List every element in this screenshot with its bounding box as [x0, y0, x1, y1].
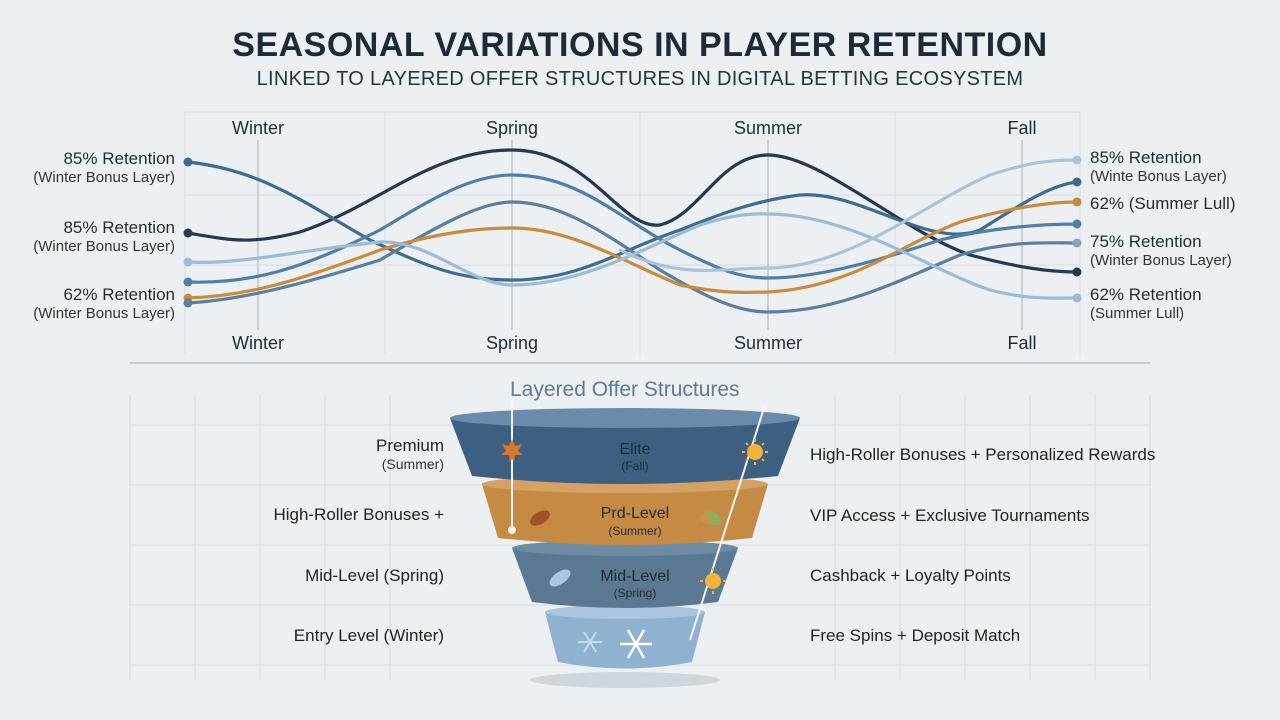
right-label-2: 62% (Summer Lull): [1090, 194, 1236, 213]
funnel-tier-entry: [545, 612, 705, 669]
right-label-2-main: 62% (Summer Lull): [1090, 194, 1236, 213]
tier-left-label-1: Premium (Summer): [376, 436, 444, 474]
tier-right-label-4: Free Spins + Deposit Match: [810, 626, 1021, 645]
tier-name-pro: Prd-Level: [601, 505, 669, 522]
season-top-winter: Winter: [231, 118, 285, 138]
season-ticks: [257, 140, 1023, 330]
right-label-4: 62% Retention (Summer Lull): [1090, 285, 1202, 323]
right-label-3-sub: (Winter Bonus Layer): [1090, 252, 1232, 269]
dot-right-4: [1072, 219, 1082, 229]
right-label-3-main: 75% Retention: [1090, 232, 1202, 251]
right-label-4-sub: (Summer Lull): [1090, 305, 1185, 322]
leaf-icon: [699, 510, 722, 526]
funnel: [450, 408, 800, 669]
snowflake-icon: [578, 631, 602, 653]
curve-pale-rise: [618, 158, 1079, 272]
season-bottom-summer: Summer: [733, 333, 803, 353]
left-label-2-sub: (Winter Bonus Layer): [33, 238, 175, 255]
leaf-icon: [549, 569, 571, 587]
funnel-tier-mid-top: [512, 540, 738, 556]
funnel-tier-elite: [450, 418, 800, 484]
dot-left-3: [183, 257, 193, 267]
tier-left-label-1-main: Premium: [375, 436, 444, 455]
left-label-3: 62% Retention (Winter Bonus Layer): [33, 285, 175, 323]
tier-season-pro: (Summer): [608, 524, 661, 538]
endpoint-dots: [183, 155, 1082, 308]
curve-light: [186, 212, 1079, 300]
season-top-summer: Summer: [733, 118, 803, 138]
tier-right-label-2: VIP Access + Exclusive Tournaments: [810, 506, 1090, 525]
dot-left-6: [183, 298, 193, 308]
tier-left-label-2-main: High-Roller Bonuses +: [273, 505, 444, 524]
left-label-1-sub: (Winter Bonus Layer): [33, 169, 175, 186]
funnel-tier-elite-top: [450, 408, 800, 428]
tier-right-label-1: High-Roller Bonuses + Personalized Rewar…: [810, 445, 1156, 464]
sun-icon: [700, 568, 726, 594]
tier-name-mid: Mid-Level: [600, 568, 669, 585]
connector-dot: [508, 526, 516, 534]
tier-season-elite: (Fall): [621, 459, 648, 473]
right-label-4-main: 62% Retention: [1090, 285, 1202, 304]
left-label-3-main: 62% Retention: [63, 285, 175, 304]
curve-gold: [186, 200, 1079, 300]
funnel-shadow: [530, 672, 720, 688]
season-top-fall: Fall: [1007, 118, 1037, 138]
dot-right-3: [1072, 197, 1082, 207]
funnel-tier-pro: [482, 484, 768, 545]
sun-icon: [742, 439, 768, 465]
dot-left-4: [183, 277, 193, 287]
curve-blue: [186, 173, 1079, 284]
dot-right-7: [1072, 293, 1082, 303]
tier-name-elite: Elite: [619, 441, 650, 458]
left-label-2-main: 85% Retention: [63, 218, 175, 237]
tier-left-label-3-main: Mid-Level (Spring): [305, 566, 444, 585]
right-label-1: 85% Retention (Winte Bonus Layer): [1090, 148, 1227, 186]
curve-navy: [186, 148, 1079, 274]
leaf-icon: [530, 510, 550, 526]
funnel-connectors: [511, 395, 766, 641]
left-label-1: 85% Retention (Winter Bonus Layer): [33, 149, 175, 187]
season-top-spring: Spring: [485, 118, 539, 138]
retention-curves: [186, 148, 1079, 314]
tier-season-mid: (Spring): [614, 586, 657, 600]
dot-right-5: [1072, 238, 1082, 248]
tier-left-label-2: High-Roller Bonuses +: [273, 505, 444, 524]
dot-right-2: [1072, 177, 1082, 187]
season-bottom-fall: Fall: [1007, 333, 1037, 353]
right-label-1-main: 85% Retention: [1090, 148, 1202, 167]
dot-left-1: [183, 157, 193, 167]
maple-leaf-icon: [501, 439, 523, 462]
season-bottom-spring: Spring: [485, 333, 539, 353]
tier-left-label-1-sub: (Summer): [381, 456, 444, 472]
right-label-1-sub: (Winte Bonus Layer): [1090, 168, 1227, 185]
season-bottom-winter: Winter: [231, 333, 285, 353]
diagram-subtitle: LINKED TO LAYERED OFFER STRUCTURES IN DI…: [256, 68, 1024, 90]
funnel-title: Layered Offer Structures: [510, 378, 740, 401]
dot-right-1: [1072, 155, 1082, 165]
right-label-3: 75% Retention (Winter Bonus Layer): [1090, 232, 1232, 270]
dot-left-2: [183, 228, 193, 238]
tier-right-label-3: Cashback + Loyalty Points: [810, 566, 1011, 585]
funnel-tier-mid: [512, 548, 738, 608]
snowflake-icon: [620, 629, 652, 659]
funnel-tier-entry-top: [545, 605, 705, 619]
left-label-1-main: 85% Retention: [63, 149, 175, 168]
diagram-title: SEASONAL VARIATIONS IN PLAYER RETENTION: [232, 26, 1048, 64]
left-label-2: 85% Retention (Winter Bonus Layer): [33, 218, 175, 256]
tier-left-label-3: Mid-Level (Spring): [305, 566, 444, 585]
tier-left-label-4: Entry Level (Winter): [294, 626, 444, 645]
left-label-3-sub: (Winter Bonus Layer): [33, 305, 175, 322]
tier-left-label-4-main: Entry Level (Winter): [293, 626, 444, 645]
dot-right-6: [1072, 267, 1082, 277]
